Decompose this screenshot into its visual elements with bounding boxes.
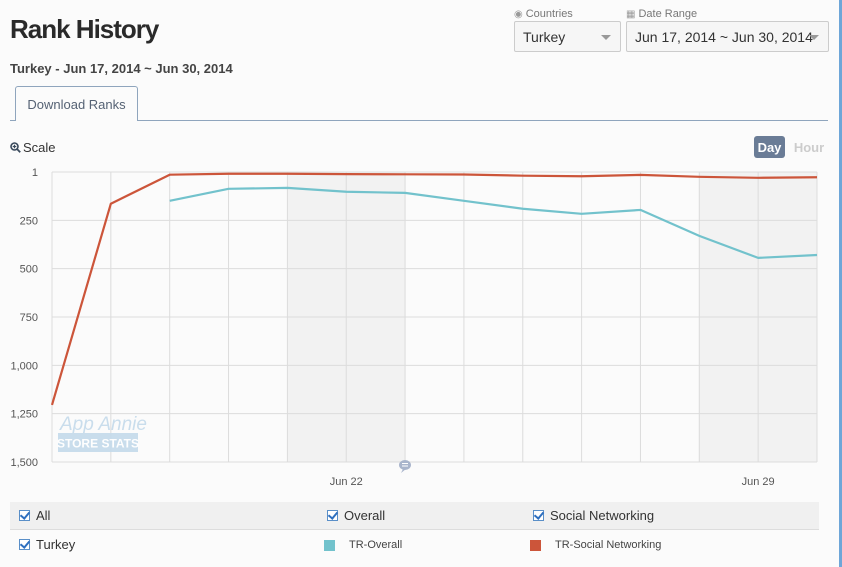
legend-tr-social[interactable]: TR-Social Networking xyxy=(530,539,661,551)
checkbox-checked-icon xyxy=(19,539,30,550)
legend-tr-overall[interactable]: TR-Overall xyxy=(324,539,402,551)
rank-chart: 1 250 500 750 1,000 1,250 1,500 Jun 22 Jun 29 A… xyxy=(10,167,818,488)
annotation-icon xyxy=(399,460,411,473)
chevron-down-icon xyxy=(601,35,611,40)
legend-social-label: Social Networking xyxy=(550,508,655,523)
tr-social-swatch xyxy=(530,539,541,551)
date-range-label-text: Date Range xyxy=(638,8,698,20)
globe-icon: ◉ xyxy=(514,8,523,20)
date-range-select[interactable]: Jun 17, 2014 ~ Jun 30, 2014 xyxy=(626,21,829,52)
y-tick-label: 750 xyxy=(20,312,38,324)
countries-select[interactable]: Turkey xyxy=(514,21,621,52)
calendar-icon: ▦ xyxy=(626,8,636,20)
chevron-down-icon xyxy=(809,35,819,40)
y-tick-label: 500 xyxy=(20,264,38,276)
series-line-tr-social-networking xyxy=(50,172,818,406)
x-tick-label: Jun 29 xyxy=(742,476,775,488)
day-toggle[interactable]: Day xyxy=(754,136,785,158)
legend-overall-label: Overall xyxy=(344,508,386,523)
legend-turkey-checkbox[interactable]: Turkey xyxy=(19,537,75,552)
zoom-in-icon xyxy=(10,142,21,153)
legend-all-label: All xyxy=(36,508,51,523)
y-axis-labels: 1 250 500 750 1,000 1,250 1,500 xyxy=(10,167,38,469)
y-tick-label: 1 xyxy=(32,167,38,179)
countries-label-text: Countries xyxy=(525,8,573,20)
y-tick-label: 1,500 xyxy=(10,457,38,469)
x-axis-labels: Jun 22 Jun 29 xyxy=(330,476,775,488)
legend-turkey-label: Turkey xyxy=(36,537,76,552)
date-range-label: ▦ Date Range xyxy=(626,8,697,20)
page-title: Rank History xyxy=(10,14,159,44)
checkbox-checked-icon xyxy=(19,510,30,521)
watermark-line2: STORE STATS xyxy=(57,437,139,451)
countries-value: Turkey xyxy=(523,28,566,45)
legend-tr-social-label: TR-Social Networking xyxy=(555,539,662,551)
series-line-tr-overall xyxy=(169,186,818,259)
y-tick-label: 250 xyxy=(20,215,38,227)
window-edge-bar xyxy=(839,0,842,567)
page-subtitle: Turkey - Jun 17, 2014 ~ Jun 30, 2014 xyxy=(10,61,233,76)
legend-social-checkbox[interactable]: Social Networking xyxy=(533,508,654,523)
checkbox-checked-icon xyxy=(533,510,544,521)
tab-download-ranks[interactable]: Download Ranks xyxy=(15,86,138,121)
x-tick-label: Jun 22 xyxy=(330,476,363,488)
legend-overall-checkbox[interactable]: Overall xyxy=(327,508,385,523)
y-tick-label: 1,000 xyxy=(10,360,38,372)
scale-label: Scale xyxy=(23,140,56,155)
checkbox-checked-icon xyxy=(327,510,338,521)
legend-tr-overall-label: TR-Overall xyxy=(349,539,403,551)
watermark-line1: App Annie xyxy=(59,414,147,435)
series-lines xyxy=(50,172,818,406)
countries-label: ◉ Countries xyxy=(514,8,573,20)
tr-overall-swatch xyxy=(324,539,335,551)
tabs-divider xyxy=(10,120,828,121)
date-range-value: Jun 17, 2014 ~ Jun 30, 2014 xyxy=(635,28,813,45)
hour-toggle[interactable]: Hour xyxy=(793,139,825,155)
y-tick-label: 1,250 xyxy=(10,409,38,421)
scale-button[interactable]: Scale xyxy=(10,140,56,155)
watermark: App Annie STORE STATS xyxy=(57,414,147,452)
chart-grid xyxy=(51,171,818,463)
legend-all-checkbox[interactable]: All xyxy=(19,508,50,523)
legend-header-row xyxy=(10,502,819,530)
